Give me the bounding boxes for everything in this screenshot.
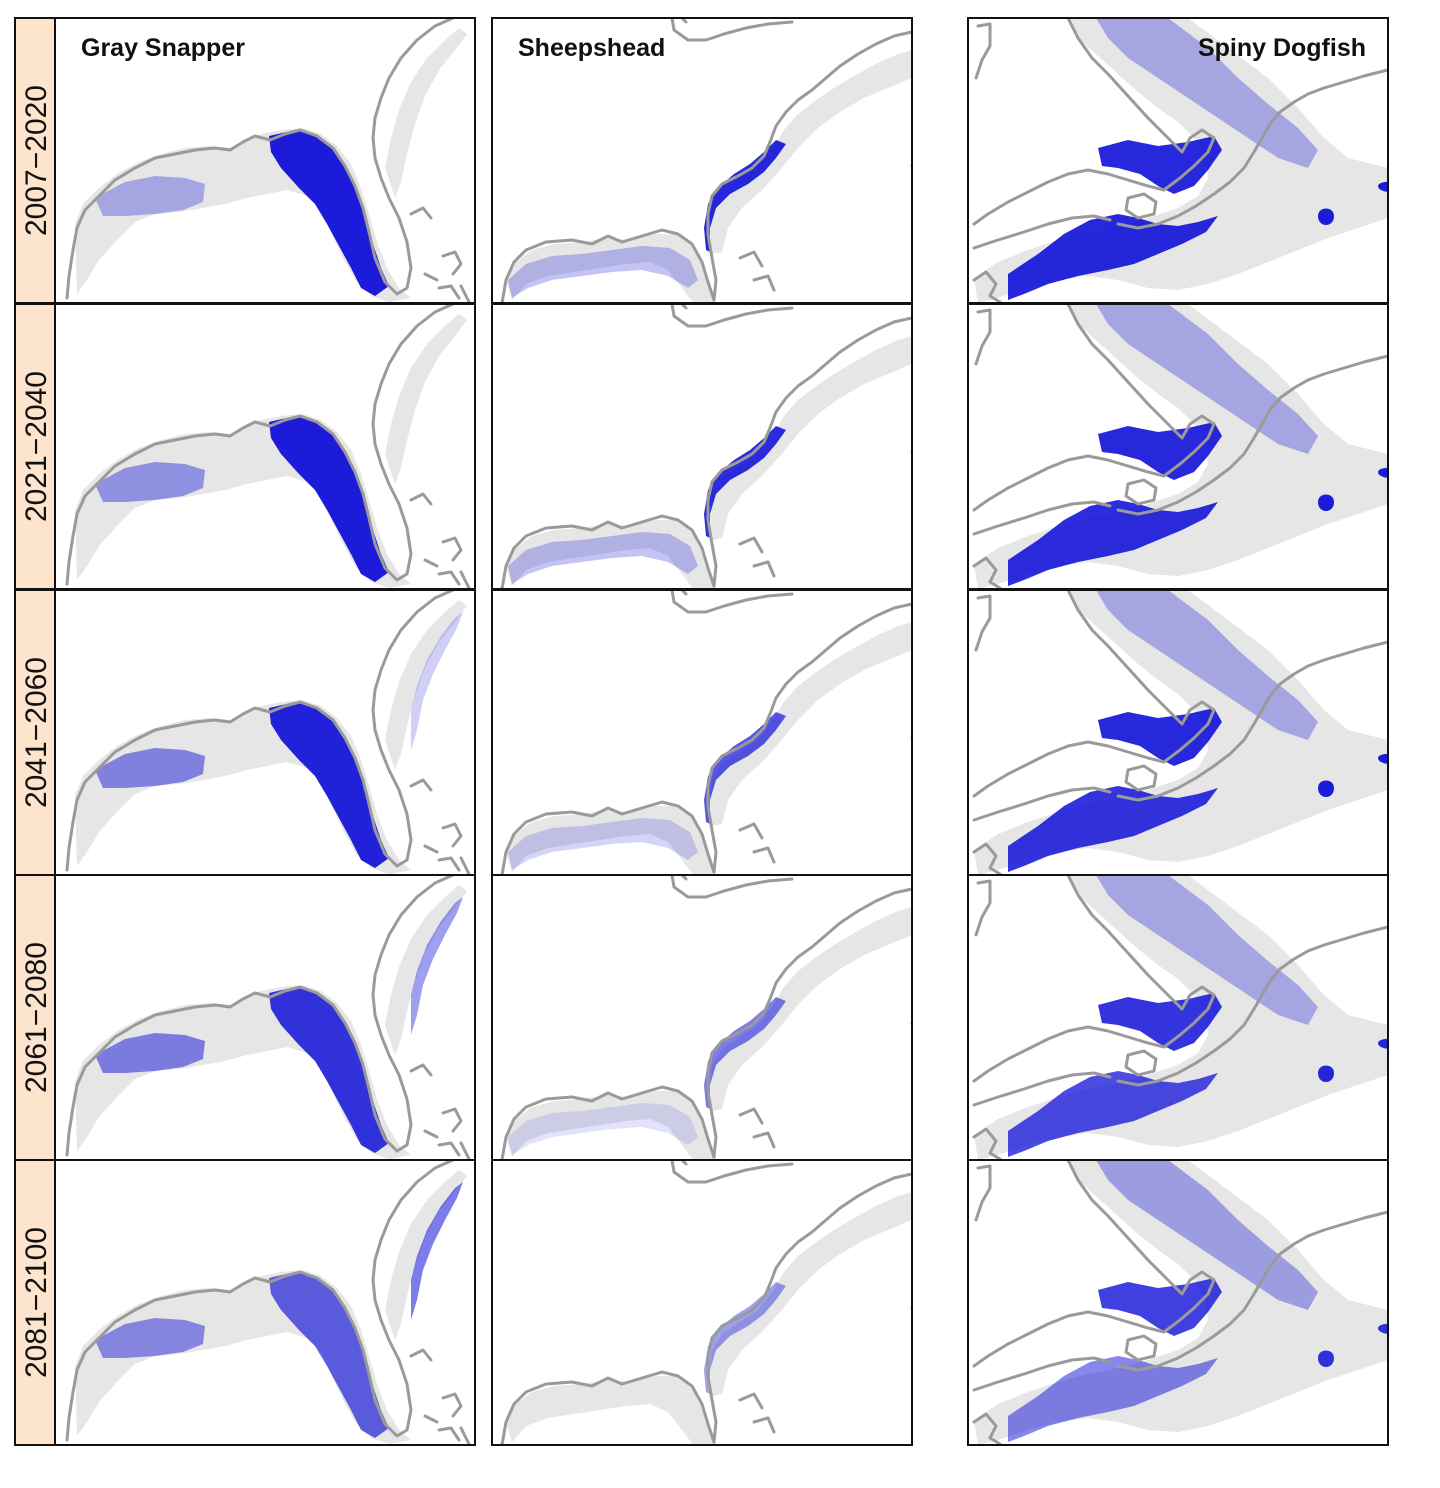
habitat-suitability-georges-bank-region — [1008, 1356, 1218, 1442]
panel-frame — [491, 1159, 913, 1446]
habitat-suitability-northern-shelf — [1096, 1160, 1318, 1310]
habitat-suitability-offshore-spot — [1318, 208, 1334, 225]
habitat-suitability-atlantic-band — [704, 712, 786, 824]
habitat-suitability-florida-shelf — [269, 1272, 389, 1438]
map-panel — [491, 303, 913, 590]
habitat-suitability-gulf — [508, 818, 698, 870]
continental-shelf — [385, 1170, 467, 1340]
map-panel — [967, 589, 1389, 876]
continental-shelf — [974, 875, 1388, 1160]
habitat-suitability-offshore-spot — [1378, 467, 1388, 478]
habitat-suitability-georges-bank-region — [1008, 500, 1218, 586]
map-panel — [54, 589, 476, 876]
continental-shelf — [710, 907, 912, 1111]
continental-shelf — [974, 304, 1388, 589]
period-label-cell: 2041−2060 — [14, 589, 56, 876]
habitat-suitability-florida-shelf — [269, 987, 389, 1153]
map-panel — [491, 1159, 913, 1446]
habitat-suitability-gulf — [508, 246, 698, 298]
habitat-suitability-northern-shelf — [1096, 875, 1318, 1025]
habitat-suitability-atlantic-band — [704, 426, 786, 538]
habitat-suitability-offshore-spot — [1378, 1038, 1388, 1049]
species-title: Gray Snapper — [81, 34, 245, 62]
period-label: 2021−2040 — [20, 371, 53, 522]
habitat-suitability-offshore-spot — [1318, 1350, 1334, 1367]
habitat-suitability-georges-bank-region — [1008, 786, 1218, 872]
habitat-suitability-northern-shelf — [1096, 304, 1318, 454]
map-panel: Spiny Dogfish — [967, 17, 1389, 304]
habitat-suitability-georges-bank-region — [1008, 214, 1218, 300]
continental-shelf — [974, 590, 1388, 875]
habitat-suitability-atlantic-coast — [411, 897, 463, 1035]
panel-frame — [54, 1159, 476, 1446]
habitat-suitability-atlantic-band — [704, 140, 786, 252]
habitat-suitability-gulf-west — [95, 748, 205, 788]
period-label-cell: 2007−2020 — [14, 17, 56, 304]
continental-shelf — [710, 1192, 912, 1396]
continental-shelf — [710, 336, 912, 540]
habitat-suitability-northern-shelf — [1096, 590, 1318, 740]
habitat-suitability-florida-shelf — [269, 416, 389, 582]
continental-shelf — [974, 18, 1388, 303]
continental-shelf — [710, 50, 912, 254]
habitat-suitability-offshore-spot — [1318, 494, 1334, 511]
habitat-suitability-gulf-of-maine-band — [1098, 993, 1222, 1051]
continental-shelf — [385, 885, 467, 1055]
habitat-suitability-gulf-of-maine-band — [1098, 708, 1222, 766]
habitat-suitability-atlantic-coast — [411, 1182, 463, 1320]
map-panel — [967, 1159, 1389, 1446]
habitat-suitability-gulf-of-maine-band — [1098, 1278, 1222, 1336]
habitat-suitability-gulf — [508, 1103, 698, 1155]
map-panel: Gray Snapper — [54, 17, 476, 304]
habitat-suitability-gulf — [508, 532, 698, 584]
period-label: 2061−2080 — [20, 942, 53, 1093]
map-panel — [967, 303, 1389, 590]
habitat-suitability-atlantic-band — [704, 997, 786, 1109]
species-title: Sheepshead — [518, 34, 665, 62]
habitat-suitability-offshore-spot — [1378, 1323, 1388, 1334]
continental-shelf — [710, 622, 912, 826]
map-panel — [54, 874, 476, 1161]
habitat-suitability-atlantic-coast — [411, 612, 463, 750]
period-label: 2081−2100 — [20, 1227, 53, 1378]
habitat-suitability-florida-shelf — [269, 702, 389, 868]
period-label-cell: 2021−2040 — [14, 303, 56, 590]
continental-shelf — [974, 1160, 1388, 1445]
continental-shelf — [506, 1376, 716, 1445]
period-label: 2007−2020 — [20, 85, 53, 236]
period-label-cell: 2081−2100 — [14, 1159, 56, 1446]
period-label-cell: 2061−2080 — [14, 874, 56, 1161]
period-label: 2041−2060 — [20, 657, 53, 808]
habitat-suitability-northern-shelf — [1096, 18, 1318, 168]
continental-shelf — [385, 314, 467, 484]
map-panel: Sheepshead — [491, 17, 913, 304]
habitat-suitability-gulf-west — [95, 1033, 205, 1073]
continental-shelf — [385, 600, 467, 770]
habitat-suitability-georges-bank-region — [1008, 1071, 1218, 1157]
habitat-suitability-offshore-spot — [1378, 181, 1388, 192]
continental-shelf — [506, 234, 716, 303]
map-panel — [967, 874, 1389, 1161]
habitat-suitability-gulf-of-maine-band — [1098, 422, 1222, 480]
continental-shelf — [385, 28, 467, 198]
map-panel — [491, 874, 913, 1161]
map-panel — [54, 1159, 476, 1446]
habitat-suitability-offshore-spot — [1318, 780, 1334, 797]
habitat-suitability-florida-shelf — [269, 130, 389, 296]
habitat-suitability-gulf-of-maine-band — [1098, 136, 1222, 194]
map-panel — [54, 303, 476, 590]
habitat-suitability-offshore-spot — [1318, 1065, 1334, 1082]
map-panel — [491, 589, 913, 876]
species-title: Spiny Dogfish — [1198, 34, 1366, 62]
habitat-suitability-gulf-west — [95, 1318, 205, 1358]
habitat-suitability-atlantic-band — [704, 1282, 786, 1394]
habitat-suitability-gulf-west — [95, 462, 205, 502]
habitat-suitability-gulf-west — [95, 176, 205, 216]
continental-shelf — [506, 1091, 716, 1160]
continental-shelf — [506, 520, 716, 589]
continental-shelf — [506, 806, 716, 875]
habitat-suitability-offshore-spot — [1378, 753, 1388, 764]
panel-frame — [967, 1159, 1389, 1446]
